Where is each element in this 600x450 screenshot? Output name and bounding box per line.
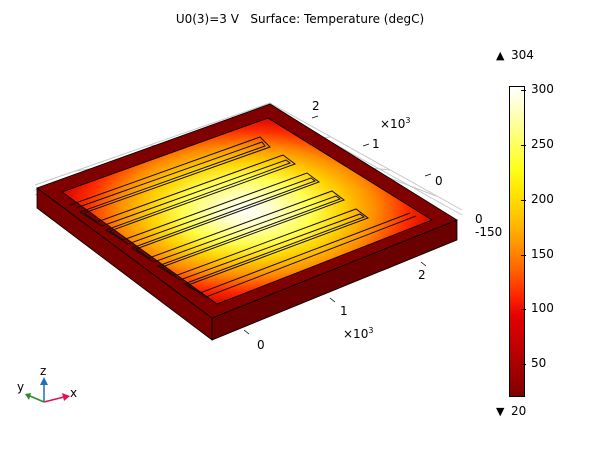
- horizontal-exponent: ×103: [343, 326, 374, 341]
- horizontal-tick-1: 1: [340, 304, 348, 318]
- colorbar-tick-label: 300: [531, 82, 554, 96]
- colorbar-min-label: 20: [511, 404, 527, 418]
- colorbar-tick-mark: [521, 255, 526, 256]
- depth-exponent: ×103: [380, 116, 411, 131]
- vertical-tick-minus150: -150: [475, 225, 503, 239]
- triad-x-axis: [43, 396, 65, 403]
- plot-title: U0(3)=3 V Surface: Temperature (degC): [0, 12, 600, 26]
- depth-tick-0: 0: [435, 174, 443, 188]
- colorbar-tick-mark: [521, 309, 526, 310]
- colorbar-tick-label: 100: [531, 301, 554, 315]
- triad-x-arrow-icon: [62, 393, 70, 401]
- colorbar-tick-mark: [521, 200, 526, 201]
- triad-z-arrow-icon: [40, 377, 48, 385]
- triad-x-label: x: [70, 386, 78, 400]
- colorbar-max-label: 304: [511, 48, 534, 62]
- colorbar-gradient: [509, 86, 525, 397]
- triad-y-arrow-icon: [25, 393, 31, 400]
- temperature-surface: [62, 118, 432, 304]
- inner-border: [61, 117, 433, 305]
- colorbar-tick-mark: [521, 90, 526, 91]
- triad-z-label: z: [40, 364, 47, 378]
- colorbar-tick-label: 250: [531, 137, 554, 151]
- vertical-tick-0: 0: [475, 212, 483, 226]
- triangle-down-icon: ▼: [496, 405, 505, 418]
- coordinate-triad: [25, 377, 70, 403]
- triad-y-axis: [29, 395, 45, 403]
- horizontal-tick-0: 0: [257, 338, 265, 352]
- heater-traces: [69, 136, 417, 298]
- colorbar-tick-mark: [521, 145, 526, 146]
- depth-tick-1: 1: [372, 137, 380, 151]
- triad-y-label: y: [17, 380, 25, 394]
- dataset-label: Surface: Temperature (degC): [250, 12, 425, 26]
- colorbar-tick-label: 150: [531, 247, 554, 261]
- depth-tick-2: 2: [312, 99, 320, 113]
- horizontal-tick-2: 2: [418, 268, 426, 282]
- colorbar-tick-label: 50: [531, 356, 547, 370]
- axis-ticks: [243, 115, 432, 335]
- colorbar-tick-label: 200: [531, 192, 554, 206]
- colorbar-tick-mark: [521, 364, 526, 365]
- triangle-up-icon: ▲: [496, 49, 505, 62]
- parameter-label: U0(3)=3 V: [175, 12, 239, 26]
